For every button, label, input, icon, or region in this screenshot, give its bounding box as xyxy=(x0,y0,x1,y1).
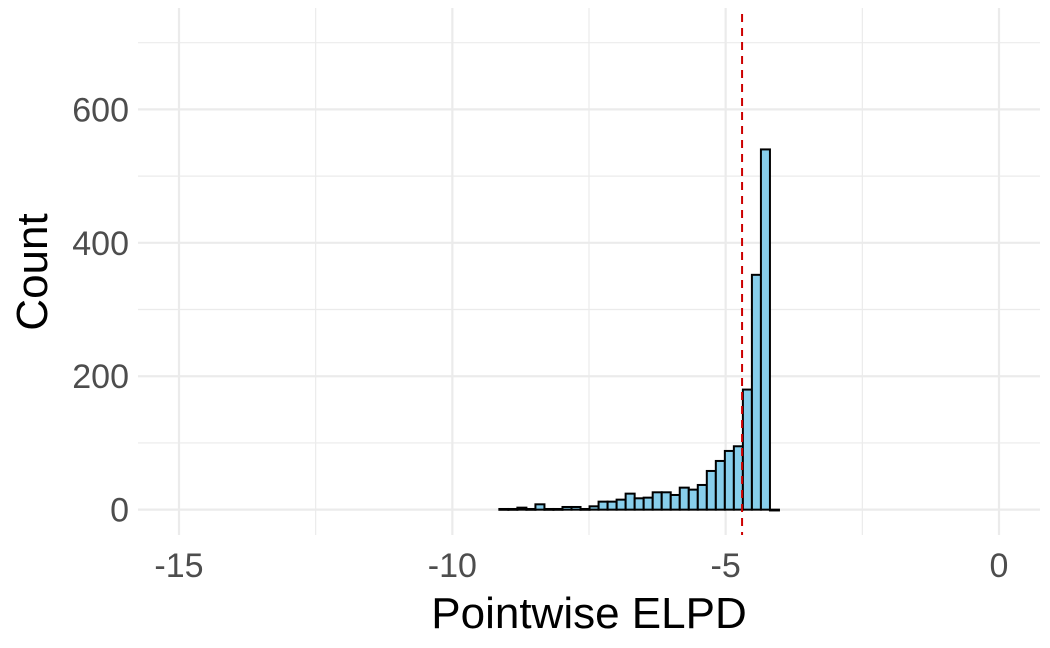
histogram-bar xyxy=(543,507,555,511)
histogram-bar xyxy=(750,273,762,511)
x-axis-title: Pointwise ELPD xyxy=(431,589,746,638)
histogram-bar xyxy=(561,505,573,511)
histogram-bar xyxy=(633,497,645,511)
histogram-bar xyxy=(516,506,528,511)
histogram-bar xyxy=(696,483,708,511)
histogram-bars xyxy=(498,148,780,512)
x-tick-label: -10 xyxy=(428,547,477,585)
x-tick-label: -15 xyxy=(154,547,203,585)
histogram-bar xyxy=(669,493,681,511)
y-axis-title: Count xyxy=(8,213,57,330)
histogram-bar xyxy=(705,469,717,511)
y-tick-label: 200 xyxy=(72,358,129,396)
histogram-bar xyxy=(552,507,564,511)
histogram-bar xyxy=(570,505,582,511)
histogram-bar xyxy=(687,488,699,511)
histogram-bar xyxy=(741,388,753,511)
histogram-bar xyxy=(588,505,600,511)
histogram-bar xyxy=(759,148,771,511)
tick-labels: -15 -10 -5 0 0 200 400 600 xyxy=(72,91,1008,585)
x-tick-label: 0 xyxy=(990,547,1009,585)
histogram-bar xyxy=(579,507,591,511)
histogram-bar xyxy=(525,507,537,511)
histogram-bar xyxy=(597,500,609,511)
histogram-bar xyxy=(507,507,519,511)
y-tick-label: 400 xyxy=(72,225,129,263)
histogram-bar xyxy=(723,449,735,511)
grid-lines xyxy=(138,8,1040,535)
x-tick-label: -5 xyxy=(711,547,741,585)
histogram-bar xyxy=(651,491,663,511)
histogram-bar xyxy=(624,492,636,511)
histogram-bar xyxy=(714,459,726,511)
histogram-bar xyxy=(678,486,690,511)
y-tick-label: 600 xyxy=(72,91,129,129)
histogram-bar xyxy=(534,503,546,511)
histogram-bar xyxy=(615,498,627,511)
histogram-bar xyxy=(660,491,672,511)
histogram-bar xyxy=(768,508,780,512)
histogram-bar xyxy=(642,496,654,511)
histogram-bar xyxy=(606,500,618,511)
y-tick-label: 0 xyxy=(110,492,129,530)
histogram-bar xyxy=(498,507,510,511)
